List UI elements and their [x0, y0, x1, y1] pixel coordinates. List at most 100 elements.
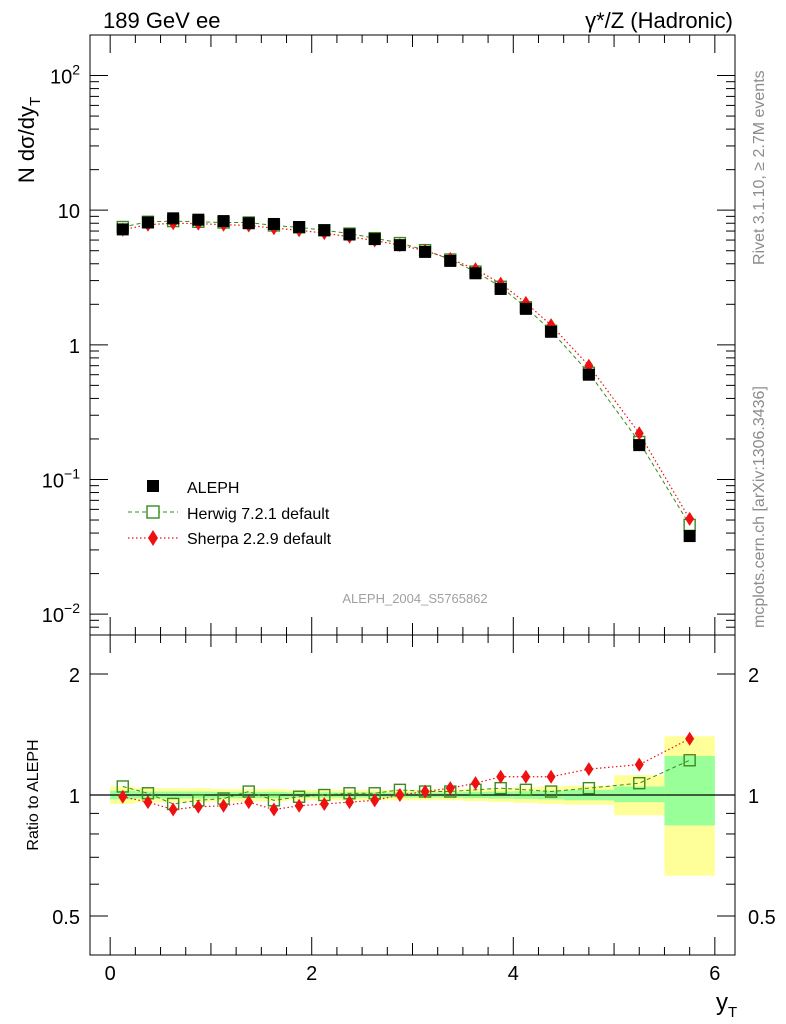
data-point-herwig: [683, 754, 696, 767]
mcplots-text: mcplots.cern.ch [arXiv:1306.3436]: [751, 386, 768, 628]
main-y-tick-label: 10−1: [42, 465, 80, 492]
left-title: 189 GeV ee: [103, 8, 220, 33]
main-y-axis-label: N dσ/dyT: [14, 97, 44, 183]
legend-marker-aleph: [147, 480, 159, 492]
data-point-sherpa: [269, 802, 279, 817]
data-point-sherpa: [319, 796, 329, 811]
data-point-aleph: [545, 325, 558, 338]
data-point-sherpa: [168, 802, 178, 817]
legend-entry-sherpa: Sherpa 2.2.9 default: [128, 530, 332, 548]
legend-label-sherpa: Sherpa 2.2.9 default: [187, 531, 332, 548]
rivet-version-label: Rivet 3.1.10, ≥ 2.7M events: [751, 70, 768, 265]
x-tick-label: 6: [709, 963, 720, 985]
ratio-series-sherpa: [118, 731, 695, 817]
main-series: [116, 212, 696, 543]
x-tick-label: 4: [508, 963, 519, 985]
data-point-aleph: [343, 228, 356, 241]
data-point-sherpa: [521, 769, 531, 784]
data-point-herwig: [519, 783, 533, 797]
ratio-band-inner: [614, 786, 665, 803]
data-point-sherpa: [143, 795, 153, 810]
series-line-sherpa: [122, 222, 691, 520]
main-y-tick-label: 10−2: [42, 600, 80, 627]
main-y-label-sub: T: [27, 97, 44, 106]
x-label-text: y: [716, 989, 728, 1016]
data-point-aleph: [293, 221, 306, 234]
ratio-y-axis-label: Ratio to ALEPH: [25, 739, 42, 850]
data-point-aleph: [494, 282, 507, 295]
data-point-aleph: [141, 216, 154, 229]
data-point-herwig: [544, 785, 558, 798]
data-point-aleph: [633, 439, 646, 452]
data-point-aleph: [582, 368, 595, 381]
x-label-sub: T: [728, 1004, 737, 1021]
data-point-aleph: [242, 217, 255, 230]
data-point-sherpa: [496, 769, 506, 784]
svg-text:N dσ/dyT: N dσ/dyT: [14, 97, 44, 183]
data-point-sherpa: [685, 731, 695, 746]
analysis-label: ALEPH_2004_S5765862: [342, 591, 487, 606]
data-point-aleph: [318, 224, 331, 237]
data-point-aleph: [267, 217, 280, 230]
data-point-sherpa: [634, 757, 644, 772]
data-point-sherpa: [370, 793, 380, 808]
data-point-sherpa: [193, 799, 203, 814]
right-title: γ*/Z (Hadronic): [585, 8, 733, 33]
data-point-sherpa: [395, 788, 405, 802]
ratio-y-tick-label-left: 2: [69, 665, 80, 687]
main-y-tick-label: 1: [69, 336, 80, 358]
data-point-aleph: [192, 213, 205, 226]
data-point-sherpa: [546, 769, 556, 784]
data-point-aleph: [419, 245, 432, 258]
data-point-aleph: [217, 215, 230, 228]
legend-label-aleph: ALEPH: [187, 480, 239, 497]
ratio-y-tick-label-left: 1: [69, 786, 80, 808]
legend-entry-aleph: ALEPH: [147, 480, 239, 497]
data-point-herwig: [633, 776, 646, 790]
rivet-version-text: Rivet 3.1.10, ≥ 2.7M events: [751, 70, 768, 265]
data-point-aleph: [368, 233, 381, 246]
ratio-series: [116, 731, 696, 817]
ratio-axis-ticks: 0.5 0.5 1 1 2 2 0 2 4 6: [52, 635, 776, 985]
main-axis-ticks: 10−2 10−1 1 10 102: [42, 34, 735, 636]
data-point-sherpa: [445, 781, 455, 796]
data-point-sherpa: [685, 511, 695, 526]
main-y-tick-label: 102: [50, 62, 80, 89]
ratio-y-tick-label-right: 1: [748, 786, 759, 808]
ratio-y-tick-label-right: 0.5: [748, 907, 776, 929]
data-point-sherpa: [584, 762, 594, 777]
x-tick-label: 2: [306, 963, 317, 985]
data-point-aleph: [469, 267, 482, 280]
legend: ALEPH Herwig 7.2.1 default Sherpa 2.2.9 …: [128, 480, 332, 548]
main-y-tick-label: 10: [58, 201, 80, 223]
mcplots-label: mcplots.cern.ch [arXiv:1306.3436]: [751, 386, 768, 628]
data-point-sherpa: [420, 784, 430, 799]
ratio-y-tick-label-right: 2: [748, 665, 759, 687]
series-data: [116, 212, 696, 543]
legend-marker-herwig: [146, 505, 160, 519]
ratio-y-tick-label-left: 0.5: [52, 907, 80, 929]
data-point-herwig: [582, 781, 596, 795]
data-point-aleph: [167, 212, 180, 225]
data-point-aleph: [683, 530, 696, 543]
data-point-sherpa: [345, 795, 355, 810]
legend-marker-sherpa: [148, 530, 158, 546]
legend-entry-herwig: Herwig 7.2.1 default: [128, 505, 330, 523]
data-point-aleph: [519, 302, 532, 315]
data-point-sherpa: [244, 795, 254, 810]
data-point-aleph: [393, 239, 406, 252]
main-y-label-text: N dσ/dy: [14, 106, 39, 183]
data-point-sherpa: [634, 426, 644, 441]
x-tick-label: 0: [105, 963, 116, 985]
data-point-aleph: [116, 223, 129, 236]
legend-label-herwig: Herwig 7.2.1 default: [187, 506, 330, 523]
x-axis-label: yT: [716, 989, 737, 1021]
data-point-sherpa: [470, 776, 480, 791]
data-point-aleph: [444, 254, 457, 267]
ratio-line-herwig: [122, 759, 690, 805]
data-point-sherpa: [219, 798, 229, 813]
ratio-y-label-text: Ratio to ALEPH: [25, 739, 42, 850]
data-point-sherpa: [294, 798, 304, 813]
data-point-sherpa: [118, 789, 128, 804]
